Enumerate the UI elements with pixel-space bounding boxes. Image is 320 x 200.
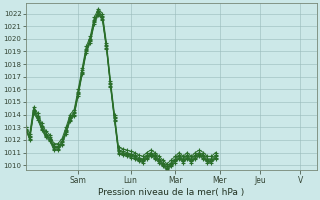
X-axis label: Pression niveau de la mer( hPa ): Pression niveau de la mer( hPa ) — [98, 188, 244, 197]
